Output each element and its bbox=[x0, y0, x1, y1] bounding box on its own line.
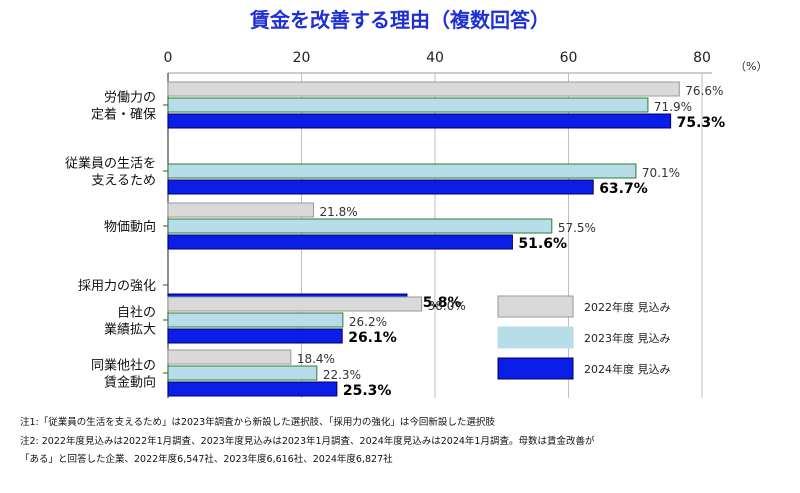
category-label: 従業員の生活を bbox=[65, 156, 156, 172]
data-label: 21.8% bbox=[320, 205, 358, 219]
bar-3-1 bbox=[167, 113, 672, 129]
bar-1-6 bbox=[167, 349, 292, 365]
data-label: 18.4% bbox=[297, 352, 335, 366]
legend-swatch bbox=[497, 357, 574, 380]
bar-2-1 bbox=[167, 97, 649, 113]
bar-2-5 bbox=[167, 312, 344, 328]
footnote: 注2: 2022年度見込みは2022年1月調査、2023年度見込みは2023年1… bbox=[20, 435, 595, 447]
bar-3-6 bbox=[167, 381, 338, 397]
category-label: 定着・確保 bbox=[91, 107, 156, 123]
data-label: 38.0% bbox=[428, 299, 466, 313]
bar-2-2 bbox=[167, 163, 637, 179]
category-label: 賃金動向 bbox=[104, 375, 156, 391]
category-label: 業績拡大 bbox=[104, 322, 156, 338]
legend-label: 2023年度 見込み bbox=[584, 331, 671, 345]
category-label: 採用力の強化 bbox=[78, 279, 156, 294]
bar-1-3 bbox=[167, 202, 315, 218]
bar-2-3 bbox=[167, 218, 553, 234]
data-label: 25.3% bbox=[343, 383, 392, 399]
category-label: 物価動向 bbox=[104, 219, 156, 235]
category-label: 同業他社の bbox=[91, 358, 156, 374]
footnote: 注1:「従業員の生活を支えるため」は2023年調査から新設した選択肢、「採用力の… bbox=[20, 416, 495, 428]
category-label: 支えるため bbox=[91, 174, 156, 189]
bar-3-3 bbox=[167, 234, 513, 250]
x-tick-label: 80 bbox=[693, 50, 711, 66]
data-label: 70.1% bbox=[642, 166, 680, 180]
bar-1-1 bbox=[167, 81, 680, 97]
data-label: 57.5% bbox=[558, 221, 596, 235]
data-label: 26.2% bbox=[349, 315, 387, 329]
data-label: 26.1% bbox=[348, 330, 397, 346]
x-tick-label: 40 bbox=[426, 50, 444, 66]
data-label: 76.6% bbox=[685, 84, 723, 98]
category-label: 労働力の bbox=[104, 91, 156, 106]
bar-1-5 bbox=[167, 296, 423, 312]
bar-3-2 bbox=[167, 179, 594, 195]
data-label: 75.3% bbox=[677, 115, 726, 131]
legend-swatch bbox=[497, 295, 574, 318]
legend-swatch bbox=[497, 326, 574, 349]
data-label: 35.8% bbox=[413, 295, 462, 311]
x-tick-label: 60 bbox=[560, 50, 578, 66]
footnote: 「ある」と回答した企業、2022年度6,547社、2023年度6,616社、20… bbox=[20, 453, 393, 465]
unit-label: （%） bbox=[735, 60, 767, 73]
legend-label: 2024年度 見込み bbox=[584, 362, 671, 376]
legend-label: 2022年度 見込み bbox=[584, 300, 671, 314]
data-label: 51.6% bbox=[518, 236, 567, 252]
data-label: 71.9% bbox=[654, 100, 692, 114]
x-tick-label: 20 bbox=[293, 50, 311, 66]
x-tick-label: 0 bbox=[164, 50, 173, 66]
data-label: 63.7% bbox=[599, 181, 648, 197]
bar-3-5 bbox=[167, 328, 343, 344]
bar-2-6 bbox=[167, 365, 318, 381]
data-label: 22.3% bbox=[323, 368, 361, 382]
chart-title: 賃金を改善する理由（複数回答） bbox=[249, 8, 550, 32]
category-label: 自社の bbox=[117, 305, 156, 321]
